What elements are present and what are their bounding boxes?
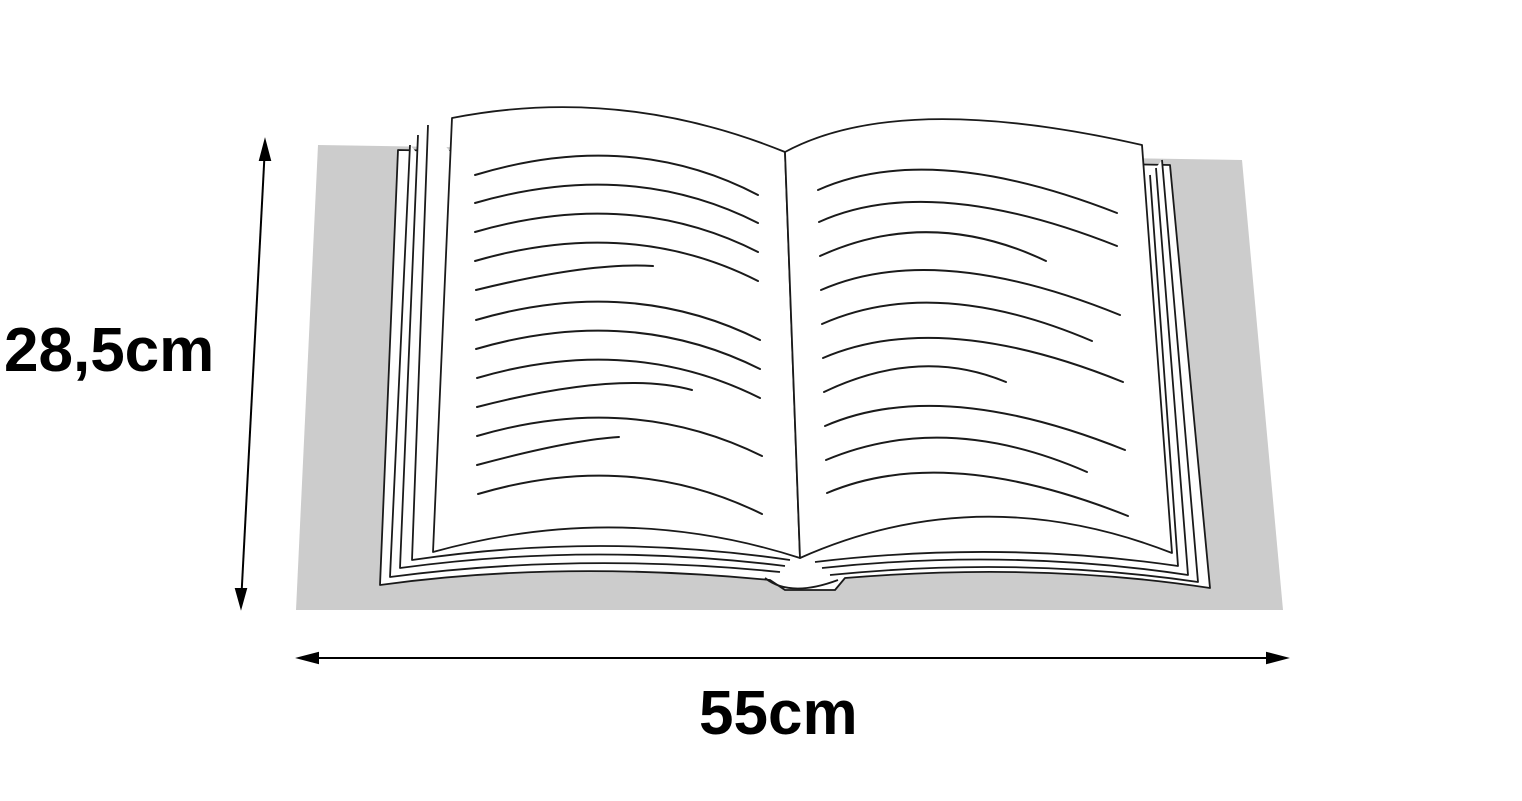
right-page-text-lines [817,168,1129,517]
book-spine [764,577,839,590]
width-dimension-arrow [295,651,1290,665]
open-book-icon [379,106,1211,591]
left-page-text-lines [474,154,763,515]
height-dimension-arrow [234,137,272,611]
right-page [784,118,1173,559]
width-dimension-label: 55cm [699,679,858,748]
height-dimension-label: 28,5cm [4,316,215,385]
